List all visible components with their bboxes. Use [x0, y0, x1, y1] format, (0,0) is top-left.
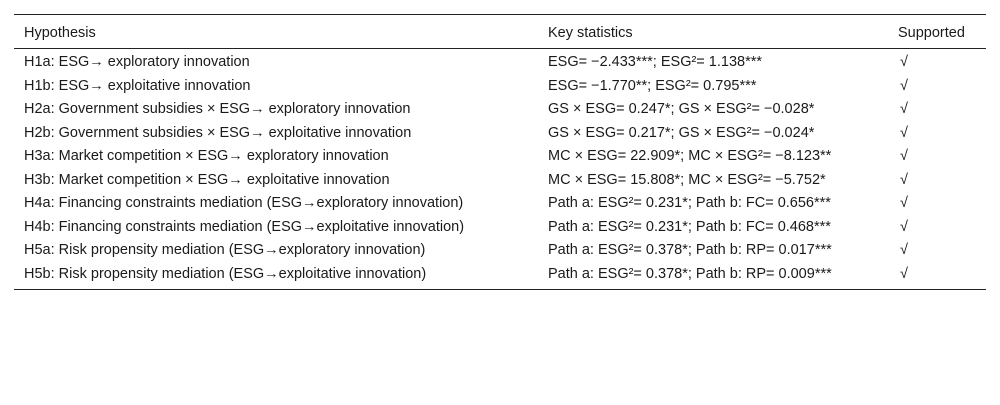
- hypothesis-cell: H5b: Risk propensity mediation (ESG→expl…: [14, 262, 538, 290]
- statistics-cell: ESG= −2.433***; ESG²= 1.138***: [548, 54, 763, 70]
- table-header: Hypothesis Key statistics Supported: [14, 14, 986, 49]
- supported-cell: √: [900, 101, 908, 117]
- table-row: H1b: ESG→ exploitative innovation ESG= −…: [14, 75, 986, 99]
- supported-cell: √: [900, 124, 908, 141]
- table-body: H1a: ESG→ exploratory innovation ESG= −2…: [14, 49, 986, 290]
- supported-cell: √: [900, 218, 908, 235]
- header-key-statistics: Key statistics: [538, 14, 888, 49]
- table-row: H1a: ESG→ exploratory innovation ESG= −2…: [14, 49, 986, 75]
- table-row: H3b: Market competition × ESG→ exploitat…: [14, 169, 986, 193]
- table-row: H4a: Financing constraints mediation (ES…: [14, 192, 986, 216]
- hypothesis-table: Hypothesis Key statistics Supported H1a:…: [14, 14, 986, 290]
- table-row: H5b: Risk propensity mediation (ESG→expl…: [14, 262, 986, 290]
- hypothesis-cell: H3b: Market competition × ESG→ exploitat…: [24, 171, 390, 188]
- hypothesis-cell: H1b: ESG→ exploitative innovation: [24, 77, 251, 94]
- supported-cell: √: [900, 242, 908, 258]
- table-row: H2a: Government subsidies × ESG→ explora…: [14, 98, 986, 122]
- header-hypothesis: Hypothesis: [14, 14, 538, 49]
- header-row: Hypothesis Key statistics Supported: [14, 14, 986, 49]
- table-row: H2b: Government subsidies × ESG→ exploit…: [14, 122, 986, 146]
- supported-cell: √: [900, 148, 908, 164]
- supported-cell: √: [900, 54, 908, 70]
- statistics-cell: MC × ESG= 15.808*; MC × ESG²= −5.752*: [548, 171, 826, 188]
- hypothesis-cell: H3a: Market competition × ESG→ explorato…: [24, 148, 389, 164]
- table-row: H5a: Risk propensity mediation (ESG→expl…: [14, 239, 986, 263]
- hypothesis-table-container: Hypothesis Key statistics Supported H1a:…: [14, 14, 986, 290]
- statistics-cell: Path a: ESG²= 0.231*; Path b: FC= 0.468*…: [548, 218, 831, 235]
- table-row: H3a: Market competition × ESG→ explorato…: [14, 145, 986, 169]
- hypothesis-cell: H4a: Financing constraints mediation (ES…: [24, 195, 464, 211]
- hypothesis-cell: H5a: Risk propensity mediation (ESG→expl…: [24, 242, 426, 258]
- supported-cell: √: [900, 171, 908, 188]
- statistics-cell: MC × ESG= 22.909*; MC × ESG²= −8.123**: [548, 148, 832, 164]
- statistics-cell: Path a: ESG²= 0.378*; Path b: RP= 0.017*…: [548, 242, 832, 258]
- statistics-cell: GS × ESG= 0.247*; GS × ESG²= −0.028*: [548, 101, 815, 117]
- supported-cell: √: [888, 262, 986, 290]
- table-row: H4b: Financing constraints mediation (ES…: [14, 216, 986, 240]
- hypothesis-cell: H2a: Government subsidies × ESG→ explora…: [24, 101, 411, 117]
- statistics-cell: GS × ESG= 0.217*; GS × ESG²= −0.024*: [548, 124, 815, 141]
- statistics-cell: Path a: ESG²= 0.378*; Path b: RP= 0.009*…: [538, 262, 888, 290]
- supported-cell: √: [900, 77, 908, 94]
- hypothesis-cell: H2b: Government subsidies × ESG→ exploit…: [24, 124, 412, 141]
- statistics-cell: Path a: ESG²= 0.231*; Path b: FC= 0.656*…: [548, 195, 831, 211]
- hypothesis-cell: H1a: ESG→ exploratory innovation: [24, 54, 250, 70]
- statistics-cell: ESG= −1.770**; ESG²= 0.795***: [548, 77, 757, 94]
- hypothesis-cell: H4b: Financing constraints mediation (ES…: [24, 218, 465, 235]
- supported-cell: √: [900, 195, 908, 211]
- header-supported: Supported: [888, 14, 986, 49]
